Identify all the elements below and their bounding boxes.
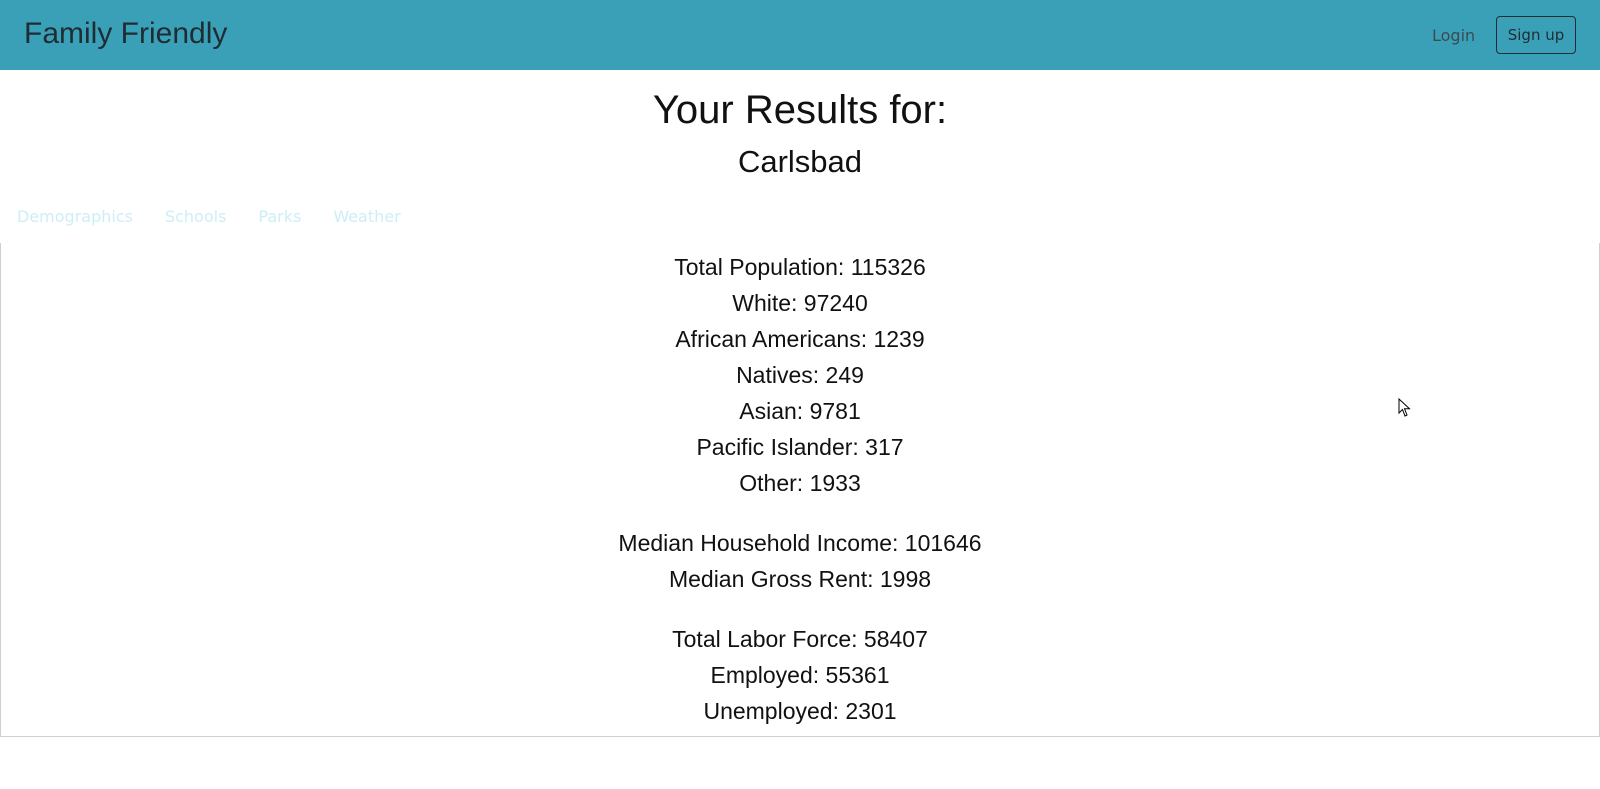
demographics-panel: Total Population: 115326 White: 97240 Af…: [0, 243, 1600, 737]
mouse-cursor-icon: [1398, 398, 1411, 417]
stat-african-americans: African Americans: 1239: [675, 326, 925, 352]
city-name: Carlsbad: [737, 144, 863, 179]
brand-logo-text[interactable]: Family Friendly: [24, 17, 228, 50]
top-navbar: Family Friendly Login Sign up: [0, 0, 1600, 70]
labor-stats: Total Labor Force: 58407 Employed: 55361…: [1, 621, 1599, 729]
stat-white: White: 97240: [732, 290, 868, 316]
tab-weather[interactable]: Weather: [333, 207, 401, 226]
income-stats: Median Household Income: 101646 Median G…: [1, 525, 1599, 597]
stat-employed: Employed: 55361: [710, 662, 890, 688]
results-tabs: Demographics Schools Parks Weather: [17, 207, 433, 226]
stat-asian: Asian: 9781: [739, 398, 861, 424]
stat-pacific-islander: Pacific Islander: 317: [696, 434, 904, 460]
stat-other: Other: 1933: [739, 470, 861, 496]
population-stats: Total Population: 115326 White: 97240 Af…: [1, 249, 1599, 501]
stat-median-gross-rent: Median Gross Rent: 1998: [668, 566, 932, 592]
stat-total-population: Total Population: 115326: [674, 254, 926, 280]
tab-parks[interactable]: Parks: [258, 207, 302, 226]
stat-total-labor-force: Total Labor Force: 58407: [672, 626, 928, 652]
stat-natives: Natives: 249: [736, 362, 864, 388]
tab-schools[interactable]: Schools: [164, 207, 227, 226]
signup-button[interactable]: Sign up: [1496, 16, 1576, 54]
page-title: Your Results for:: [652, 88, 948, 132]
stat-unemployed: Unemployed: 2301: [703, 698, 897, 724]
stat-median-household-income: Median Household Income: 101646: [618, 530, 982, 556]
login-link[interactable]: Login: [1432, 26, 1476, 45]
tab-demographics[interactable]: Demographics: [17, 207, 133, 226]
